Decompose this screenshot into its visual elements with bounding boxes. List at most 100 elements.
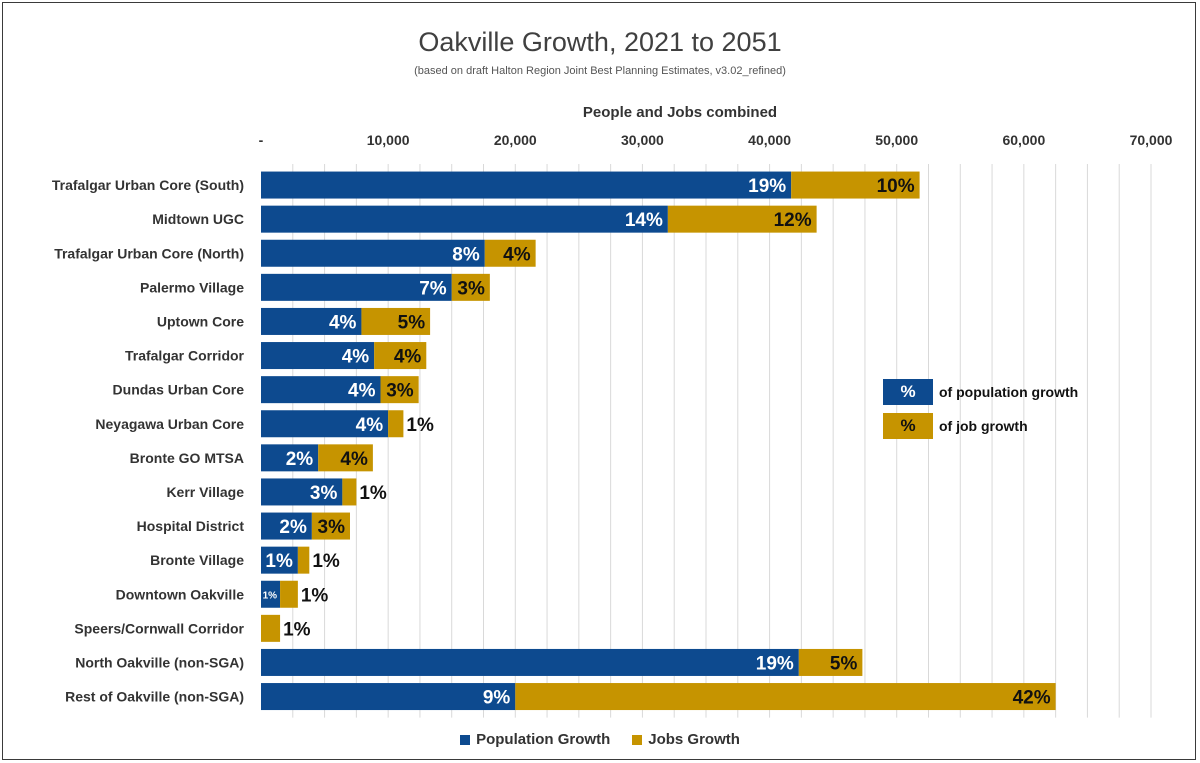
data-label-population: 19% bbox=[748, 176, 786, 197]
category-label: Uptown Core bbox=[157, 313, 244, 329]
x-tick-label: 70,000 bbox=[1130, 132, 1173, 148]
bar-jobs bbox=[374, 342, 427, 370]
bar-jobs bbox=[380, 376, 419, 404]
data-label-jobs: 1% bbox=[406, 415, 434, 436]
bar-jobs bbox=[667, 205, 817, 233]
bar-jobs bbox=[261, 614, 281, 642]
legend-label-jobs: Jobs Growth bbox=[648, 731, 740, 748]
category-label: Rest of Oakville (non-SGA) bbox=[65, 689, 244, 705]
inline-legend-population-box: % bbox=[883, 379, 933, 405]
bar-population bbox=[261, 444, 319, 472]
x-axis-title: People and Jobs combined bbox=[582, 104, 778, 121]
x-tick-label: 20,000 bbox=[494, 132, 537, 148]
chart-legend: Population Growth Jobs Growth bbox=[0, 731, 1200, 748]
bar-population bbox=[261, 171, 792, 199]
data-label-jobs: 1% bbox=[301, 585, 329, 606]
category-label: Trafalgar Corridor bbox=[125, 348, 245, 364]
bar-population bbox=[261, 410, 389, 438]
x-tick-label: 40,000 bbox=[748, 132, 791, 148]
bar-population bbox=[261, 648, 799, 676]
category-label: Hospital District bbox=[137, 518, 245, 534]
bar-population bbox=[261, 546, 298, 574]
bar-jobs bbox=[280, 580, 298, 608]
x-tick-label: 30,000 bbox=[621, 132, 664, 148]
data-label-jobs: 1% bbox=[359, 483, 387, 504]
legend-swatch-jobs bbox=[632, 734, 643, 745]
category-label: Palermo Village bbox=[140, 279, 244, 295]
bar-jobs bbox=[798, 648, 863, 676]
data-label-population: 4% bbox=[348, 381, 376, 402]
data-label-population: 9% bbox=[483, 688, 511, 709]
category-label: Downtown Oakville bbox=[116, 586, 245, 602]
bar-jobs bbox=[388, 410, 404, 438]
data-label-population: 3% bbox=[310, 483, 338, 504]
x-tick-label: - bbox=[259, 132, 264, 148]
inline-legend-population-text: of population growth bbox=[939, 384, 1079, 400]
data-label-population: 2% bbox=[286, 449, 314, 470]
chart-title: Oakville Growth, 2021 to 2051 bbox=[418, 27, 782, 57]
data-label-population: 1% bbox=[263, 590, 278, 601]
data-label-jobs: 3% bbox=[318, 517, 346, 538]
bar-population bbox=[261, 342, 375, 370]
data-label-jobs: 4% bbox=[340, 449, 368, 470]
bar-jobs bbox=[515, 683, 1056, 711]
bar-jobs bbox=[484, 239, 536, 267]
bar-jobs bbox=[791, 171, 920, 199]
category-label: Trafalgar Urban Core (South) bbox=[52, 177, 244, 193]
bar-jobs bbox=[342, 478, 357, 506]
category-label: Kerr Village bbox=[166, 484, 244, 500]
x-tick-label: 10,000 bbox=[367, 132, 410, 148]
data-label-jobs: 42% bbox=[1013, 688, 1051, 709]
category-label: Midtown UGC bbox=[152, 211, 244, 227]
data-label-population: 7% bbox=[419, 278, 447, 299]
x-tick-label: 50,000 bbox=[875, 132, 918, 148]
bar-population bbox=[261, 307, 362, 335]
legend-label-population: Population Growth bbox=[476, 731, 611, 748]
data-label-jobs: 1% bbox=[283, 619, 311, 640]
x-tick-label: 60,000 bbox=[1002, 132, 1045, 148]
bar-population bbox=[261, 239, 485, 267]
data-label-jobs: 5% bbox=[398, 312, 426, 333]
data-label-jobs: 4% bbox=[394, 347, 422, 368]
bar-population bbox=[261, 273, 452, 301]
data-label-population: 2% bbox=[279, 517, 307, 538]
legend-item-jobs: Jobs Growth bbox=[632, 731, 740, 748]
bar-jobs bbox=[318, 444, 373, 472]
inline-legend-population: % of population growth bbox=[883, 379, 1078, 405]
data-label-population: 4% bbox=[329, 312, 357, 333]
data-label-population: 4% bbox=[342, 347, 370, 368]
data-label-jobs: 5% bbox=[830, 653, 858, 674]
category-label: Neyagawa Urban Core bbox=[95, 416, 244, 432]
bar-population bbox=[261, 683, 516, 711]
bar-jobs bbox=[297, 546, 310, 574]
bar-population bbox=[261, 512, 312, 540]
bar-jobs bbox=[361, 307, 431, 335]
bar-population bbox=[261, 478, 343, 506]
data-label-jobs: 10% bbox=[877, 176, 915, 197]
bar-population bbox=[261, 376, 381, 404]
data-label-jobs: 4% bbox=[503, 244, 531, 265]
inline-legend-jobs: % of job growth bbox=[883, 413, 1028, 439]
category-label: Dundas Urban Core bbox=[113, 382, 245, 398]
data-label-jobs: 3% bbox=[457, 278, 485, 299]
bar-jobs bbox=[451, 273, 490, 301]
category-label: Bronte GO MTSA bbox=[130, 450, 244, 466]
category-label: Trafalgar Urban Core (North) bbox=[54, 245, 244, 261]
legend-item-population: Population Growth bbox=[460, 731, 610, 748]
data-label-jobs: 12% bbox=[774, 210, 812, 231]
category-label: Speers/Cornwall Corridor bbox=[74, 620, 244, 636]
data-label-population: 1% bbox=[265, 551, 293, 572]
bar-jobs bbox=[311, 512, 350, 540]
data-label-population: 19% bbox=[756, 653, 794, 674]
data-label-population: 8% bbox=[452, 244, 480, 265]
legend-swatch-population bbox=[460, 734, 471, 745]
data-label-jobs: 3% bbox=[386, 381, 414, 402]
chart-subtitle: (based on draft Halton Region Joint Best… bbox=[414, 65, 786, 77]
bar-population bbox=[261, 580, 281, 608]
data-label-population: 14% bbox=[625, 210, 663, 231]
inline-legend-jobs-box: % bbox=[883, 413, 933, 439]
category-label: North Oakville (non-SGA) bbox=[75, 654, 244, 670]
data-label-population: 4% bbox=[356, 415, 384, 436]
